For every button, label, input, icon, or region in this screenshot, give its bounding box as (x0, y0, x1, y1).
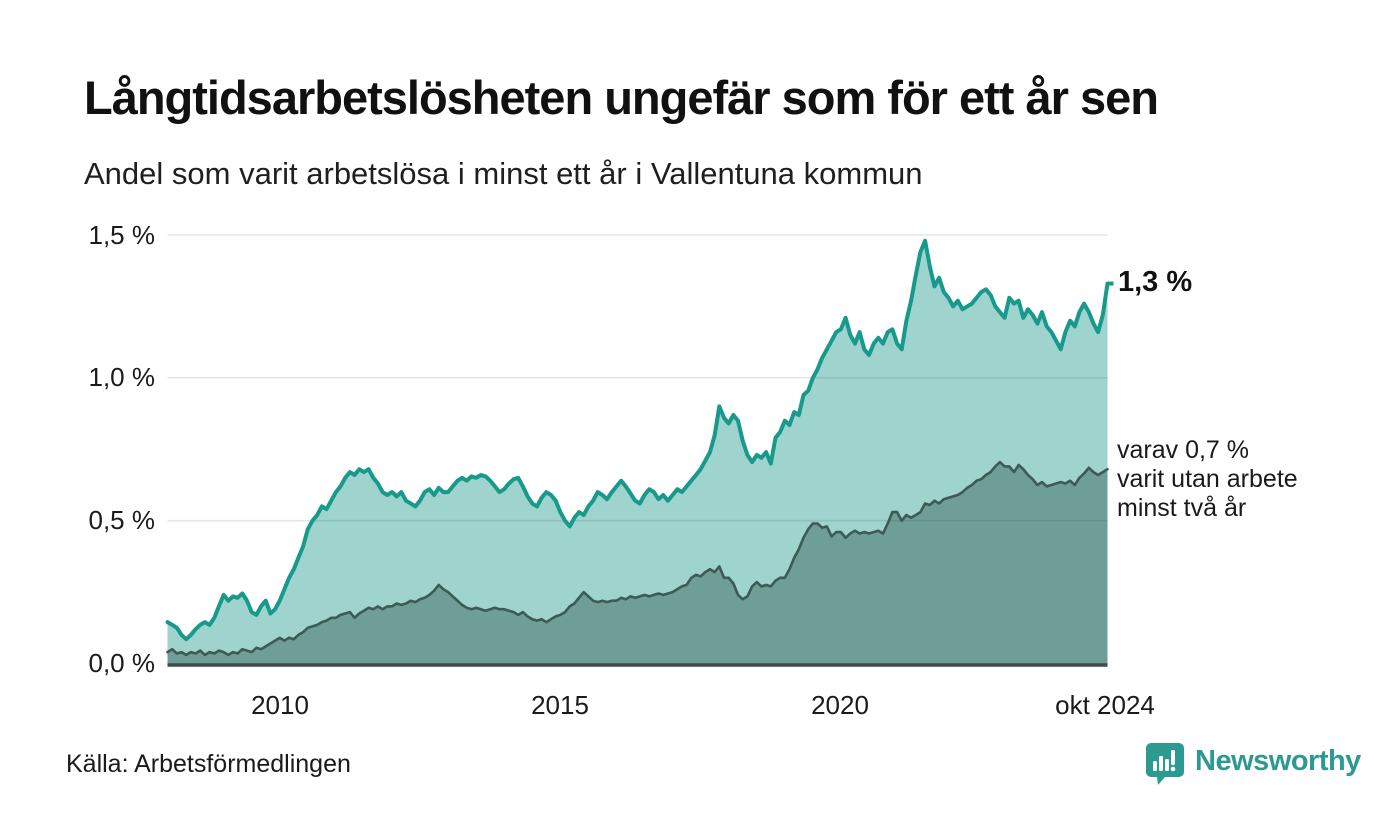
source-credit: Källa: Arbetsförmedlingen (66, 750, 351, 778)
gridlines (167, 234, 1108, 522)
y-tick-0-5: 0,5 % (88, 505, 156, 535)
x-tick-2010: 2010 (251, 690, 309, 720)
newsworthy-logo-icon (1145, 742, 1185, 786)
x-tick-2015: 2015 (531, 690, 589, 720)
chart-subtitle: Andel som varit arbetslösa i minst ett å… (84, 156, 923, 191)
x-tick-2020: 2020 (811, 690, 869, 720)
two-year-annotation: varav 0,7 % varit utan arbete minst två … (1117, 436, 1298, 523)
two-year-annotation-line2: varit utan arbete (1117, 465, 1298, 493)
line-total-unemployed (165, 238, 1110, 642)
chart-title: Långtidsarbetslösheten ungefär som för e… (84, 71, 1159, 124)
area-two-year-unemployed (167, 462, 1108, 664)
x-tick-okt-2024: okt 2024 (1055, 690, 1155, 720)
two-year-annotation-line1: varav 0,7 % (1117, 436, 1250, 464)
y-tick-1-0: 1,0 % (88, 362, 156, 392)
line-two-year-unemployed (166, 460, 1109, 657)
newsworthy-logo-text: Newsworthy (1195, 745, 1361, 777)
y-tick-1-5: 1,5 % (88, 220, 156, 250)
latest-total-annotation: 1,3 % (1118, 266, 1193, 298)
y-tick-0-0: 0,0 % (88, 648, 156, 678)
two-year-annotation-line3: minst två år (1117, 494, 1247, 522)
newsworthy-logo: Newsworthy (1145, 742, 1361, 786)
